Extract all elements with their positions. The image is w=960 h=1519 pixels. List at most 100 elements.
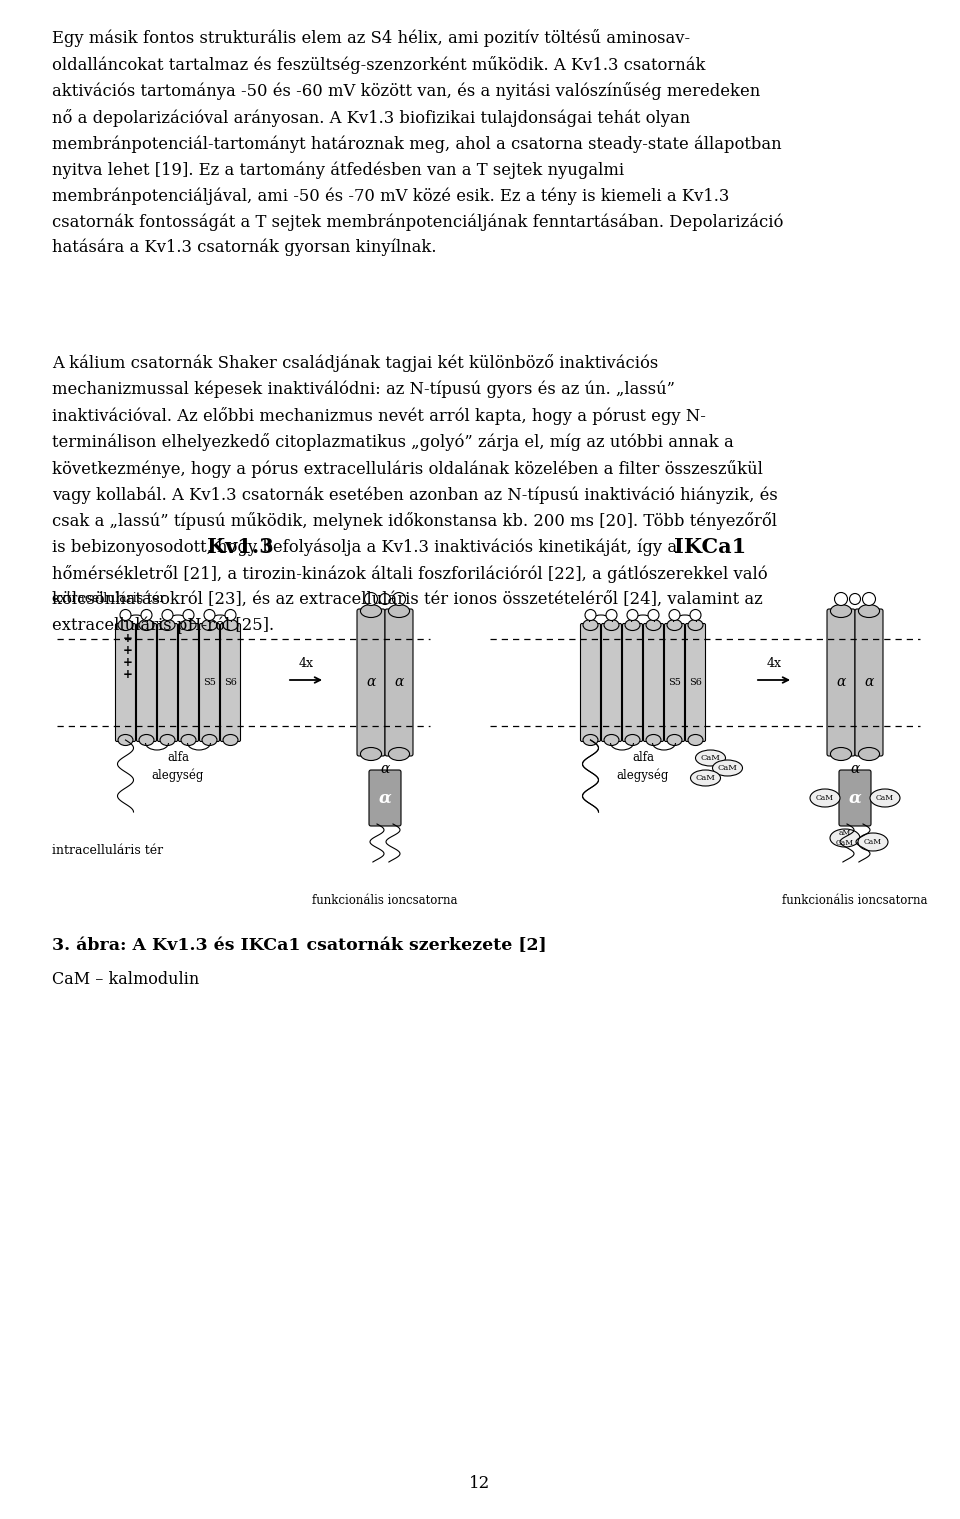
Ellipse shape	[625, 735, 640, 746]
Text: α: α	[851, 763, 860, 776]
Ellipse shape	[202, 620, 217, 630]
FancyBboxPatch shape	[839, 770, 871, 826]
Ellipse shape	[688, 735, 703, 746]
Text: Kv1.3: Kv1.3	[206, 538, 274, 557]
Ellipse shape	[858, 605, 879, 618]
FancyBboxPatch shape	[136, 623, 156, 741]
Ellipse shape	[139, 735, 154, 746]
Text: +: +	[123, 644, 132, 658]
Text: CaM – kalmodulin: CaM – kalmodulin	[52, 971, 200, 987]
Ellipse shape	[389, 605, 410, 618]
Circle shape	[183, 609, 194, 620]
Text: alfa
alegység: alfa alegység	[617, 750, 669, 782]
Ellipse shape	[139, 620, 154, 630]
Text: S6: S6	[224, 677, 237, 687]
Circle shape	[606, 609, 617, 620]
FancyBboxPatch shape	[602, 623, 621, 741]
FancyBboxPatch shape	[157, 623, 178, 741]
Text: 4x: 4x	[299, 658, 314, 670]
Ellipse shape	[604, 735, 619, 746]
FancyBboxPatch shape	[200, 623, 220, 741]
Ellipse shape	[646, 735, 661, 746]
Ellipse shape	[202, 735, 217, 746]
Ellipse shape	[223, 735, 238, 746]
Text: +: +	[123, 668, 132, 682]
Circle shape	[669, 609, 680, 620]
FancyBboxPatch shape	[581, 623, 601, 741]
Ellipse shape	[688, 620, 703, 630]
Circle shape	[862, 592, 876, 606]
Ellipse shape	[667, 735, 682, 746]
Text: CaM: CaM	[717, 764, 737, 772]
Circle shape	[379, 594, 391, 605]
Ellipse shape	[695, 750, 726, 766]
Text: S5: S5	[204, 677, 216, 687]
Text: α: α	[367, 676, 375, 690]
Text: intracelluláris tér: intracelluláris tér	[52, 845, 163, 858]
FancyBboxPatch shape	[622, 623, 642, 741]
Ellipse shape	[583, 620, 598, 630]
Ellipse shape	[389, 747, 410, 761]
Text: +: +	[123, 656, 132, 670]
Circle shape	[225, 609, 236, 620]
Text: CaM: CaM	[701, 753, 720, 763]
Text: IKCa1: IKCa1	[674, 538, 746, 557]
FancyBboxPatch shape	[179, 623, 199, 741]
FancyBboxPatch shape	[385, 609, 413, 756]
FancyBboxPatch shape	[855, 609, 883, 756]
Text: α: α	[395, 676, 404, 690]
Ellipse shape	[858, 747, 879, 761]
Text: α: α	[378, 790, 392, 807]
Ellipse shape	[646, 620, 661, 630]
Ellipse shape	[181, 735, 196, 746]
Text: funkcionális ioncsatorna: funkcionális ioncsatorna	[312, 895, 458, 907]
Circle shape	[834, 592, 848, 606]
Ellipse shape	[181, 620, 196, 630]
Ellipse shape	[712, 760, 742, 776]
Circle shape	[120, 609, 131, 620]
Circle shape	[365, 592, 377, 606]
Circle shape	[690, 609, 701, 620]
FancyBboxPatch shape	[357, 609, 385, 756]
Text: α: α	[849, 790, 861, 807]
Text: CaM: CaM	[864, 838, 882, 846]
Text: α: α	[380, 763, 390, 776]
Text: 12: 12	[469, 1475, 491, 1492]
Ellipse shape	[223, 620, 238, 630]
FancyBboxPatch shape	[664, 623, 684, 741]
FancyBboxPatch shape	[221, 623, 241, 741]
Circle shape	[648, 609, 659, 620]
FancyBboxPatch shape	[827, 609, 855, 756]
Text: alfa
alegység: alfa alegység	[152, 750, 204, 782]
Ellipse shape	[583, 735, 598, 746]
Text: 3. ábra: A Kv1.3 és IKCa1 csatornák szerkezete [2]: 3. ábra: A Kv1.3 és IKCa1 csatornák szer…	[52, 937, 546, 954]
Text: CaM: CaM	[696, 775, 715, 782]
Ellipse shape	[160, 735, 175, 746]
Text: extracelluláris tér: extracelluláris tér	[52, 592, 165, 606]
Text: α: α	[864, 676, 874, 690]
Ellipse shape	[870, 788, 900, 807]
Ellipse shape	[118, 735, 133, 746]
Text: +: +	[123, 632, 132, 646]
FancyBboxPatch shape	[369, 770, 401, 826]
Ellipse shape	[118, 620, 133, 630]
Ellipse shape	[625, 620, 640, 630]
Ellipse shape	[690, 770, 721, 785]
Circle shape	[162, 609, 173, 620]
Circle shape	[627, 609, 638, 620]
Ellipse shape	[830, 829, 860, 848]
Text: CaM: CaM	[816, 794, 834, 802]
Text: Egy másik fontos strukturális elem az S4 hélix, ami pozitív töltésű aminosav-
ol: Egy másik fontos strukturális elem az S4…	[52, 29, 783, 257]
Text: aM
CaM: aM CaM	[836, 829, 854, 846]
Text: α: α	[836, 676, 846, 690]
Text: S6: S6	[689, 677, 702, 687]
Circle shape	[141, 609, 152, 620]
Ellipse shape	[858, 832, 888, 851]
Ellipse shape	[360, 605, 381, 618]
Text: funkcionális ioncsatorna: funkcionális ioncsatorna	[782, 895, 927, 907]
Text: CaM: CaM	[876, 794, 894, 802]
Ellipse shape	[830, 747, 852, 761]
Circle shape	[393, 592, 405, 606]
Text: S5: S5	[668, 677, 681, 687]
Circle shape	[585, 609, 596, 620]
